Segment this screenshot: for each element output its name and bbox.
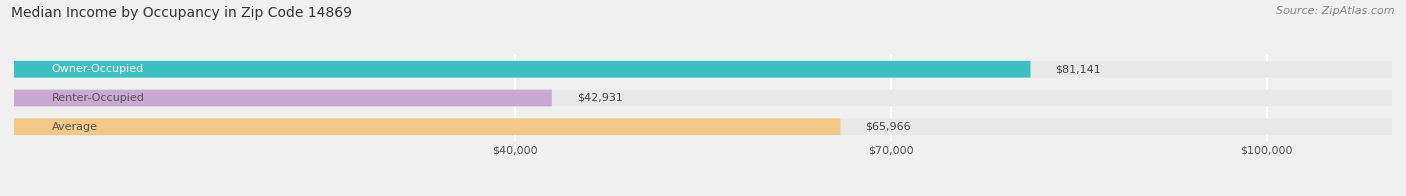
- Text: $65,966: $65,966: [866, 122, 911, 132]
- Text: $81,141: $81,141: [1056, 64, 1101, 74]
- FancyBboxPatch shape: [14, 118, 1392, 135]
- FancyBboxPatch shape: [14, 90, 551, 106]
- Text: Owner-Occupied: Owner-Occupied: [52, 64, 143, 74]
- Text: $42,931: $42,931: [576, 93, 623, 103]
- Text: Average: Average: [52, 122, 97, 132]
- FancyBboxPatch shape: [14, 118, 841, 135]
- FancyBboxPatch shape: [14, 61, 1392, 78]
- Text: Renter-Occupied: Renter-Occupied: [52, 93, 145, 103]
- Text: Median Income by Occupancy in Zip Code 14869: Median Income by Occupancy in Zip Code 1…: [11, 6, 353, 20]
- Text: Source: ZipAtlas.com: Source: ZipAtlas.com: [1277, 6, 1395, 16]
- FancyBboxPatch shape: [14, 90, 1392, 106]
- FancyBboxPatch shape: [14, 61, 1031, 78]
